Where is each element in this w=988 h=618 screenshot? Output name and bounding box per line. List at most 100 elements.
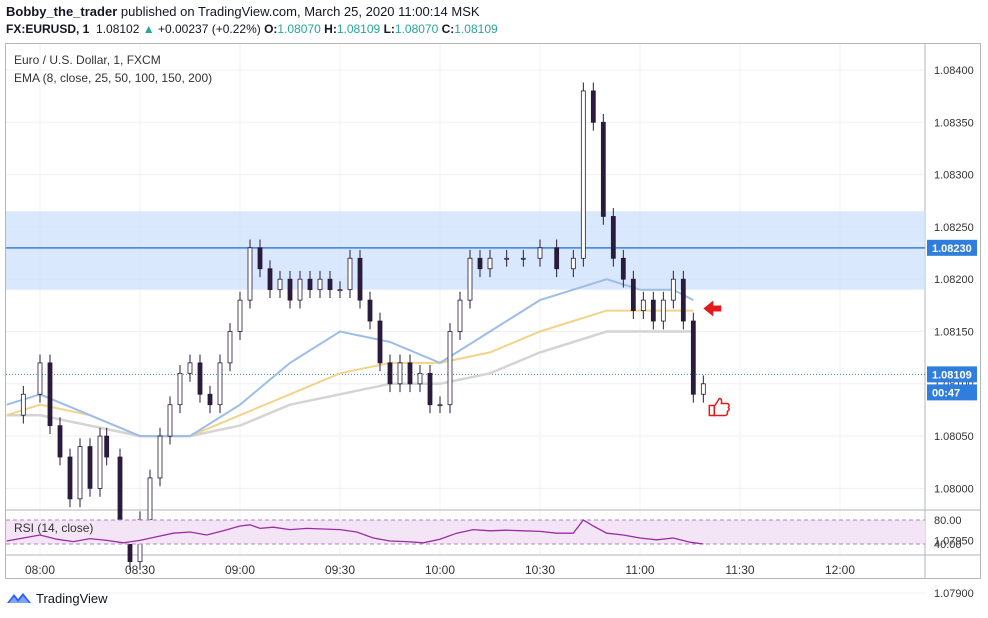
- candle-body: [157, 435, 163, 479]
- candle-body: [287, 278, 293, 301]
- level-price-tag-bg: [927, 239, 977, 256]
- y-tick-label: 1.08350: [934, 117, 974, 129]
- candle-body: [67, 456, 73, 500]
- candle-body: [397, 362, 403, 385]
- low-value: 1.08070: [394, 22, 439, 36]
- candle-body: [77, 446, 83, 500]
- y-tick-label: 1.07950: [934, 536, 974, 548]
- x-tick-label: 12:00: [825, 563, 855, 577]
- candle-body: [257, 247, 263, 270]
- candle-body: [307, 278, 313, 291]
- candle-body: [437, 404, 443, 407]
- candle-body: [377, 320, 383, 364]
- symbol-label: FX:EURUSD, 1: [6, 22, 90, 36]
- candle-body: [700, 383, 706, 395]
- author-name[interactable]: Bobby_the_trader: [6, 4, 118, 19]
- candle-body: [610, 216, 616, 259]
- y-tick-label: 1.08200: [934, 274, 974, 286]
- candle-body: [57, 425, 63, 458]
- last-price: 1.08102: [96, 22, 140, 36]
- ema-legend[interactable]: EMA (8, close, 25, 50, 100, 150, 200): [14, 71, 213, 85]
- candle-body: [457, 299, 463, 332]
- chart-frame: [5, 43, 981, 579]
- candle-body: [570, 257, 576, 270]
- high-label: H:: [324, 22, 337, 36]
- candle-body: [590, 90, 596, 123]
- resistance-zone: [6, 211, 925, 290]
- ema-mid-line: [6, 309, 694, 438]
- candle-body: [407, 362, 413, 385]
- candle-body: [620, 257, 626, 280]
- x-tick-label: 10:30: [525, 563, 555, 577]
- open-label: O:: [264, 22, 278, 36]
- candle-body: [487, 257, 493, 270]
- y-tick-label: 1.08050: [934, 431, 974, 443]
- candle-body: [117, 456, 123, 531]
- candle-body: [97, 435, 103, 489]
- candle-body: [347, 257, 353, 291]
- published-info: published on TradingView.com, March 25, …: [120, 4, 480, 19]
- y-tick-label: 1.08250: [934, 222, 974, 234]
- up-triangle-icon: ▲: [142, 22, 155, 36]
- candle-body: [640, 299, 646, 311]
- candle-body: [217, 362, 223, 406]
- rsi-band: [6, 520, 925, 544]
- candle-body: [670, 278, 676, 301]
- rsi-tick-label: 40.00: [934, 539, 962, 551]
- candle-body: [177, 372, 183, 406]
- candle-body: [690, 320, 696, 395]
- ema-fast-line: [6, 278, 694, 438]
- candle-body: [650, 299, 656, 322]
- candle-body: [247, 247, 253, 301]
- x-tick-label: 09:00: [225, 563, 255, 577]
- candle-body: [187, 362, 193, 374]
- candle-body: [367, 299, 373, 322]
- footer-brand[interactable]: TradingView: [6, 590, 108, 606]
- rsi-tick-label: 80.00: [934, 515, 962, 527]
- y-tick-label: 1.07900: [934, 588, 974, 600]
- y-tick-label: 1.08300: [934, 170, 974, 182]
- candle-body: [447, 331, 453, 406]
- candle-body: [417, 372, 423, 385]
- x-tick-label: 08:30: [125, 563, 155, 577]
- candle-body: [227, 331, 233, 364]
- tradingview-logo-icon: [7, 593, 31, 603]
- level-price-tag: 1.08230: [932, 243, 972, 255]
- candle-body: [207, 393, 213, 406]
- x-tick-label: 11:30: [725, 563, 754, 577]
- candle-body: [537, 247, 543, 259]
- close-value: 1.08109: [454, 22, 498, 36]
- candle-body: [147, 477, 153, 521]
- candle-body: [337, 289, 343, 292]
- last-price-tag: 1.08109: [932, 369, 972, 381]
- candle-body: [630, 278, 636, 311]
- candle-body: [520, 257, 526, 260]
- candle-body: [277, 278, 283, 291]
- rsi-legend[interactable]: RSI (14, close): [14, 521, 94, 535]
- candle-body: [104, 435, 110, 458]
- thumbs-up-icon: [708, 397, 730, 417]
- candle-body: [660, 299, 666, 322]
- candle-body: [504, 257, 510, 260]
- candle-body: [467, 257, 473, 301]
- x-tick-label: 09:30: [325, 563, 355, 577]
- candle-body: [387, 362, 393, 385]
- candle-body: [167, 404, 173, 437]
- candle-body: [87, 446, 93, 489]
- close-label: C:: [441, 22, 455, 36]
- candle-body: [477, 257, 483, 270]
- price-change: +0.00237 (+0.22%): [157, 22, 261, 36]
- rsi-line: [6, 519, 704, 545]
- candle-body: [554, 247, 560, 270]
- candle-body: [357, 257, 363, 301]
- candle-body: [580, 90, 586, 259]
- candle-body: [317, 278, 323, 291]
- y-tick-label: 1.08150: [934, 327, 974, 339]
- brand-label: TradingView: [36, 590, 108, 606]
- chart-title: Euro / U.S. Dollar, 1, FXCM: [14, 53, 161, 67]
- candle-body: [267, 268, 273, 291]
- y-tick-label: 1.08000: [934, 483, 974, 495]
- countdown-tag: 00:47: [932, 387, 960, 399]
- last-price-tag-bg: [927, 366, 977, 383]
